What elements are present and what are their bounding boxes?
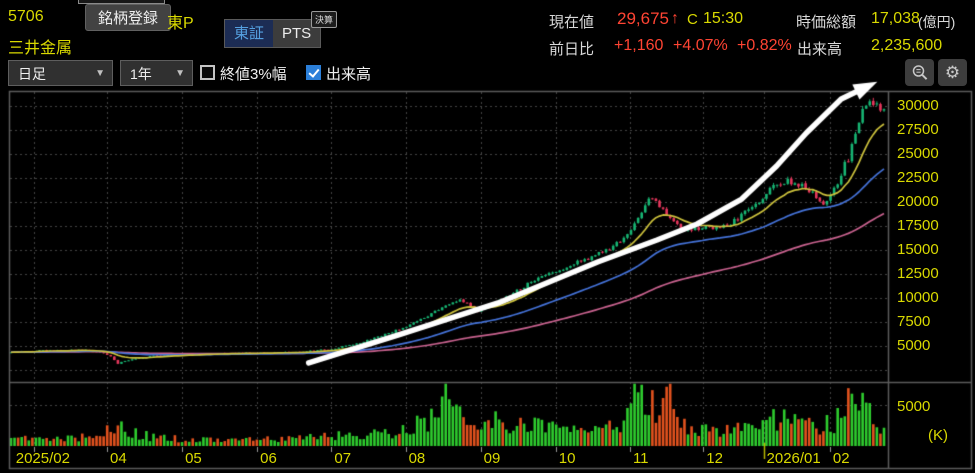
stock-name: 三井金属 [8,40,73,57]
quote-time: 15:30 [703,10,744,27]
exchange-toggle: 東証 PTS [224,19,322,48]
up-arrow-icon: ↑ [671,10,679,27]
range-select[interactable]: 1年 ▼ [120,60,193,86]
zoom-search-button[interactable] [905,59,934,86]
stock-code: 5706 [8,8,44,25]
market-badge: 東P [167,15,194,32]
chevron-down-icon: ▼ [175,68,185,79]
volume-label: 出来高 [797,41,843,58]
market-cap-unit: (億円) [918,14,956,30]
close-band-checkbox[interactable] [200,65,215,80]
tab-tse[interactable]: 東証 [225,20,274,47]
interval-select-value: 日足 [18,66,46,82]
volume-value: 2,235,600 [871,37,943,54]
current-price-label: 現在値 [549,14,595,31]
earnings-button[interactable]: 決算 [311,11,338,28]
market-cap-value: 17,038 [871,10,920,27]
current-price-value: 29,675 [617,9,669,28]
change-percent: +4.07% [673,37,728,54]
change-label: 前日比 [549,41,595,58]
chevron-down-icon: ▼ [95,68,105,79]
change-percent-alt: +0.82% [737,37,792,54]
gear-icon: ⚙ [944,63,961,82]
close-band-checkbox-label: 終値3%幅 [220,66,287,83]
clipped-tab-fragment [78,0,165,4]
close-flag: C [687,11,698,28]
market-cap-label: 時価総額 [796,14,857,31]
interval-select[interactable]: 日足 ▼ [8,60,113,86]
range-select-value: 1年 [130,66,152,82]
volume-checkbox-label: 出来高 [326,66,372,83]
settings-button[interactable]: ⚙ [938,59,967,86]
register-stock-button[interactable]: 銘柄登録 [85,4,172,31]
change-value: +1,160 [614,37,664,54]
volume-checkbox[interactable] [306,65,321,80]
magnifier-icon [912,64,927,80]
